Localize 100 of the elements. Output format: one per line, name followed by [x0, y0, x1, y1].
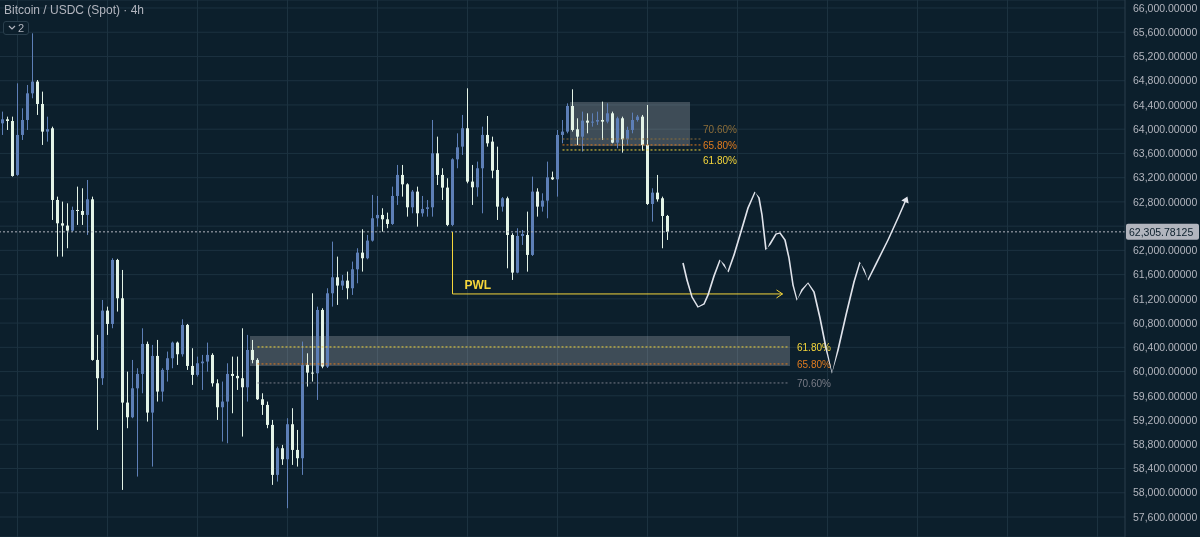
candlestick [171, 341, 174, 369]
candlestick [231, 356, 234, 414]
annotation: 61.80% [703, 154, 738, 166]
candlestick [601, 101, 604, 141]
candlestick [346, 271, 349, 300]
candlestick [21, 107, 24, 141]
y-tick-label: 59,600.00000 [1133, 389, 1198, 402]
y-tick-label: 58,400.00000 [1133, 462, 1198, 475]
candlestick [136, 367, 139, 478]
candlestick [96, 334, 99, 431]
candlestick [296, 429, 299, 468]
y-tick-label: 65,600.00000 [1133, 25, 1198, 38]
candlestick [351, 261, 354, 296]
candlestick [666, 214, 669, 241]
candlestick [456, 132, 459, 169]
candlestick [436, 136, 439, 186]
y-tick-label: 63,200.00000 [1133, 171, 1198, 184]
candlestick [526, 211, 529, 273]
ref-line-label: 62,305.78125 [1129, 225, 1194, 238]
y-tick-label: 57,600.00000 [1133, 510, 1198, 523]
y-tick-label: 60,000.00000 [1133, 365, 1198, 378]
y-tick-label: 60,800.00000 [1133, 316, 1198, 329]
candlestick [406, 182, 409, 218]
candlestick [656, 174, 659, 203]
annotation: 70.60% [797, 377, 832, 389]
candlestick [661, 196, 664, 249]
candlestick [1, 111, 4, 136]
candlestick [261, 392, 264, 416]
candlestick [31, 32, 34, 99]
candlestick [331, 241, 334, 308]
candlestick [546, 161, 549, 219]
candlestick [621, 116, 624, 154]
candlestick [306, 352, 309, 388]
candlestick [371, 194, 374, 243]
annotation: 2 [18, 22, 25, 34]
candlestick [61, 201, 64, 258]
candlestick [196, 356, 199, 378]
ref-line-label: PWL [464, 277, 492, 292]
y-tick-label: 65,200.00000 [1133, 50, 1198, 63]
candlestick [86, 179, 89, 236]
candlestick [631, 112, 634, 134]
candlestick [56, 196, 59, 258]
candlestick [421, 195, 424, 218]
y-tick-label: 63,600.00000 [1133, 147, 1198, 160]
candlestick [266, 401, 269, 429]
candlestick [336, 256, 339, 306]
candlestick [311, 292, 314, 383]
candlestick [126, 371, 129, 429]
candlestick [486, 115, 489, 148]
candlestick [66, 202, 69, 249]
annotation: 70.60% [703, 124, 738, 136]
candlestick [401, 164, 404, 198]
y-tick-label: 62,000.00000 [1133, 244, 1198, 257]
y-tick-label: 64,000.00000 [1133, 122, 1198, 135]
y-tick-label: 61,600.00000 [1133, 268, 1198, 281]
candlestick [106, 306, 109, 336]
candlestick [251, 339, 254, 364]
candlestick [241, 327, 244, 438]
candlestick [191, 347, 194, 386]
candlestick [46, 116, 49, 143]
candlestick [576, 117, 579, 146]
candlestick [651, 187, 654, 223]
candlestick [396, 164, 399, 206]
candlestick [71, 206, 74, 233]
candlestick [81, 187, 84, 226]
candlestick [281, 444, 284, 466]
candlestick [441, 167, 444, 201]
candlestick [161, 367, 164, 403]
annotation: 65.80% [703, 139, 738, 151]
candlestick [591, 112, 594, 128]
candlestick [561, 119, 564, 144]
candlestick [36, 79, 39, 116]
candlestick [216, 378, 219, 421]
candlestick [411, 189, 414, 214]
y-tick-label: 64,400.00000 [1133, 98, 1198, 111]
y-tick-label: 59,200.00000 [1133, 413, 1198, 426]
candlestick [381, 207, 384, 233]
candlestick [376, 195, 379, 228]
candlestick [176, 341, 179, 366]
candlestick [416, 186, 419, 228]
y-tick-label: 58,800.00000 [1133, 438, 1198, 451]
candlestick [461, 114, 464, 156]
candlestick [581, 111, 584, 153]
candlestick [356, 247, 359, 284]
y-tick-label: 64,800.00000 [1133, 74, 1198, 87]
candlestick [606, 102, 609, 124]
candlestick [476, 161, 479, 198]
y-tick-label: 62,800.00000 [1133, 195, 1198, 208]
candlestick [536, 187, 539, 218]
candlestick [366, 234, 369, 260]
y-tick-label: 58,000.00000 [1133, 486, 1198, 499]
y-tick-label: 60,400.00000 [1133, 341, 1198, 354]
candlestick [166, 351, 169, 383]
y-tick-label: 66,000.00000 [1133, 1, 1198, 14]
candlestick [571, 88, 574, 133]
y-tick-label: 61,200.00000 [1133, 292, 1198, 305]
candlestick [206, 342, 209, 373]
candlestick [586, 112, 589, 134]
candlestick [541, 192, 544, 213]
chart-title: Bitcoin / USDC (Spot) · 4h [4, 3, 145, 17]
